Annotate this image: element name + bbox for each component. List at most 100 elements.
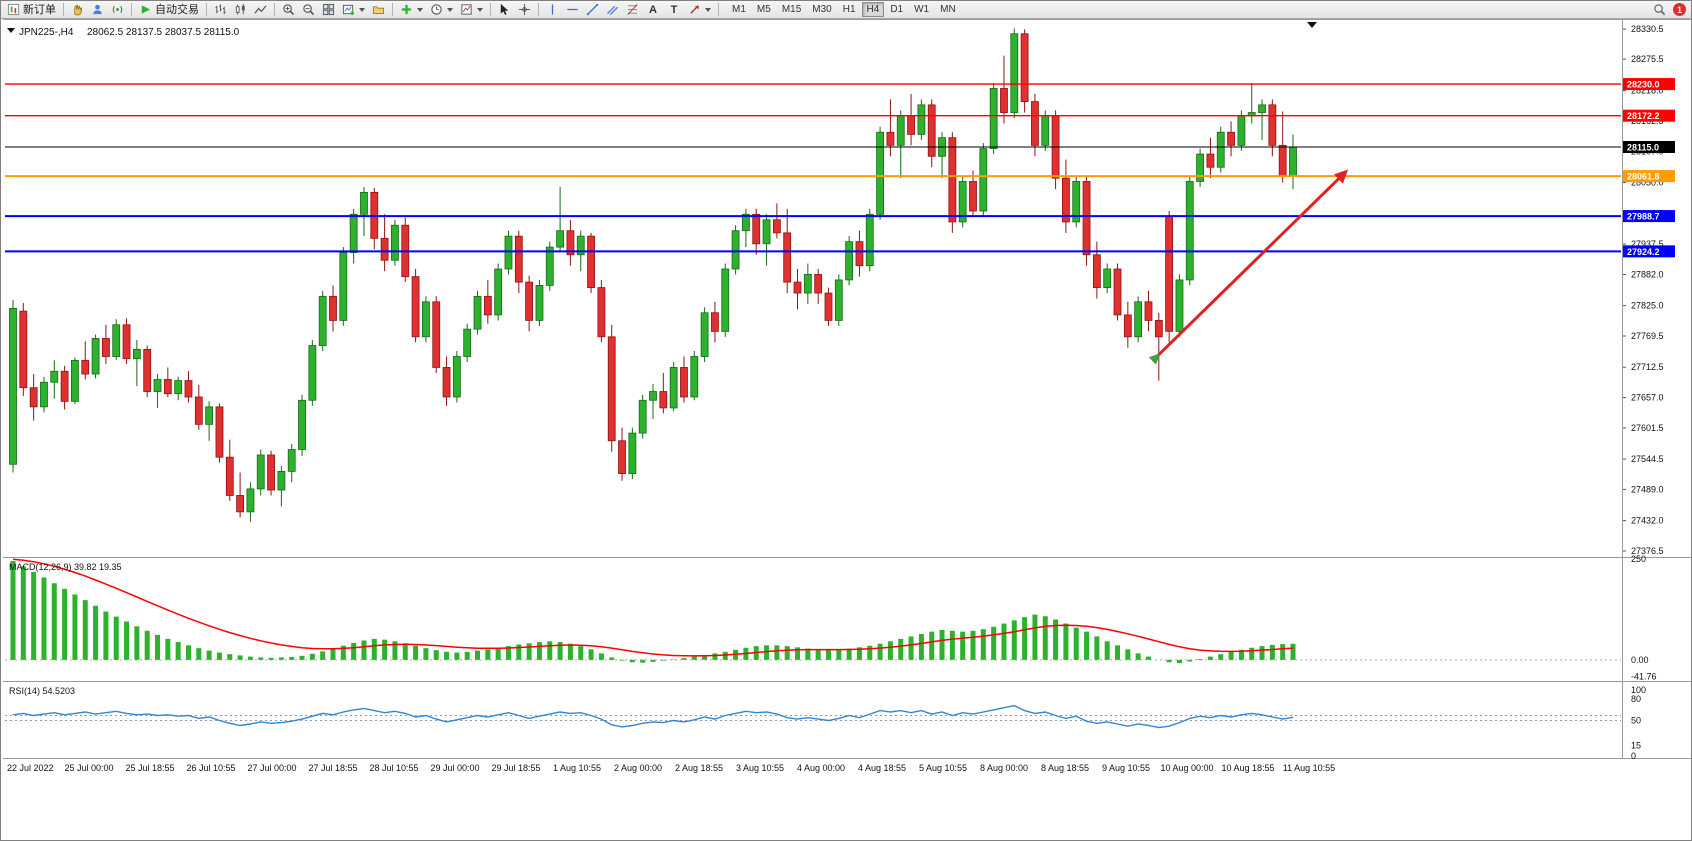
search-button[interactable] <box>1650 2 1669 18</box>
rsi-line <box>12 704 1294 729</box>
indicators-button[interactable] <box>397 2 426 18</box>
crosshair-button[interactable] <box>515 2 534 18</box>
scroll-marker-icon[interactable] <box>1307 22 1317 28</box>
profile-button[interactable] <box>88 2 107 18</box>
candle-body <box>1278 144 1287 177</box>
candle-body <box>1216 131 1225 168</box>
label-tool-button[interactable]: T <box>664 2 684 18</box>
candle-body <box>1196 153 1204 182</box>
profiles-button[interactable] <box>369 2 388 18</box>
chart-collapse-icon[interactable] <box>7 28 15 33</box>
candle-body <box>793 281 802 294</box>
candle-body <box>267 454 275 491</box>
price-tick-label: 28275.5 <box>1631 54 1664 64</box>
candle-body <box>432 301 441 368</box>
new-chart-button[interactable] <box>339 2 368 18</box>
time-axis-label: 8 Aug 00:00 <box>980 763 1028 773</box>
label-tool-icon: T <box>670 3 678 16</box>
bar-chart-icon <box>215 4 226 15</box>
new-chart-icon <box>342 4 355 16</box>
trendline-tool-button[interactable] <box>583 2 602 18</box>
candle-body <box>60 370 69 402</box>
price-badge-label: 27924.2 <box>1627 247 1660 257</box>
arrow-tool-icon <box>690 5 699 14</box>
trend-arrow-line[interactable] <box>1151 170 1348 362</box>
periods-button[interactable] <box>427 2 456 18</box>
candle-body <box>1206 153 1215 168</box>
channel-icon <box>606 5 619 16</box>
price-tick-label: 28050.0 <box>1631 178 1664 188</box>
timeframe-button-w1[interactable]: W1 <box>909 2 934 17</box>
new-order-label: 新订单 <box>23 3 56 16</box>
timeframe-button-m5[interactable]: M5 <box>752 2 776 17</box>
autotrading-button[interactable]: 自动交易 <box>136 2 202 18</box>
candle-body <box>1113 268 1122 316</box>
timeframe-button-m1[interactable]: M1 <box>727 2 751 17</box>
candle-body <box>329 295 337 321</box>
candle-body <box>566 230 575 256</box>
text-tool-button[interactable]: A <box>643 2 663 18</box>
candle-body <box>896 115 905 146</box>
candlestick-icon <box>235 3 245 15</box>
time-axis-label: 11 Aug 10:55 <box>1283 763 1335 773</box>
timeframe-button-mn[interactable]: MN <box>935 2 961 17</box>
candle-body <box>1000 88 1008 113</box>
rsi-axis-label: 0 <box>1631 751 1636 761</box>
new-order-button[interactable]: 新订单 <box>4 2 59 18</box>
time-axis-label: 2 Aug 00:00 <box>614 763 662 773</box>
timeframe-button-m30[interactable]: M30 <box>807 2 836 17</box>
bar-chart-button[interactable] <box>211 2 230 18</box>
zoom-out-button[interactable] <box>299 2 318 18</box>
signals-button[interactable] <box>108 2 127 18</box>
candle-body <box>576 235 585 256</box>
candle-body <box>1154 320 1163 338</box>
macd-histogram <box>10 561 1296 664</box>
cursor-button[interactable] <box>495 2 514 18</box>
tile-windows-button[interactable] <box>319 2 338 18</box>
price-tick-label: 28218.0 <box>1631 86 1664 96</box>
price-badge <box>1623 140 1675 153</box>
candle-body <box>463 328 472 357</box>
zoom-in-button[interactable] <box>279 2 298 18</box>
price-badge <box>1623 78 1675 91</box>
candle-body <box>1144 301 1153 321</box>
channel-tool-button[interactable] <box>603 2 622 18</box>
vertical-line-tool-button[interactable] <box>543 2 562 18</box>
notification-badge[interactable]: 1 <box>1673 3 1686 16</box>
trend-arrow-head[interactable] <box>1334 169 1349 184</box>
horizontal-line-tool-button[interactable] <box>563 2 582 18</box>
candle-body <box>1175 279 1184 332</box>
candle-body <box>1103 268 1112 288</box>
line-chart-button[interactable] <box>251 2 270 18</box>
toolbar-separator <box>538 3 539 16</box>
candle-body <box>814 274 823 294</box>
candlestick-chart-button[interactable] <box>231 2 250 18</box>
candle-body <box>803 274 812 294</box>
arrows-tool-button[interactable] <box>685 2 714 18</box>
candle-body <box>411 276 420 338</box>
rsi-axis-label: 80 <box>1631 694 1641 704</box>
time-axis-label: 29 Jul 00:00 <box>430 763 479 773</box>
time-axis-label: 10 Aug 00:00 <box>1160 763 1213 773</box>
fibonacci-tool-button[interactable] <box>623 2 642 18</box>
time-axis-label: 1 Aug 10:55 <box>553 763 601 773</box>
toolbar: 新订单 自动交易 <box>1 1 1691 19</box>
price-tick-label: 27489.0 <box>1631 484 1664 494</box>
trend-start-marker[interactable] <box>1148 353 1161 365</box>
timeframe-button-h1[interactable]: H1 <box>838 2 861 17</box>
hand-tool-button[interactable] <box>68 2 87 18</box>
crosshair-icon <box>518 3 531 16</box>
timeframe-button-m15[interactable]: M15 <box>777 2 806 17</box>
timeframe-button-h4[interactable]: H4 <box>861 2 885 17</box>
rsi-axis-label: 15 <box>1631 740 1641 750</box>
folder-icon <box>373 6 384 15</box>
timeframe-button-d1[interactable]: D1 <box>885 2 908 17</box>
candle-body <box>483 295 492 316</box>
templates-button[interactable] <box>457 2 486 18</box>
candle-body <box>855 241 864 267</box>
candle-body <box>1237 115 1246 146</box>
price-tick-label: 27825.0 <box>1631 301 1664 311</box>
candle-body <box>1258 104 1266 113</box>
